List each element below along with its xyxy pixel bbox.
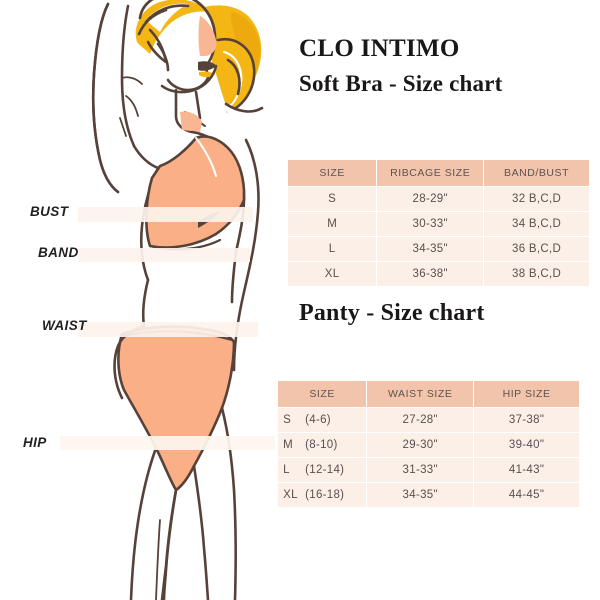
female-figure-illustration [60,0,275,600]
bra-cell-size: S [288,186,378,212]
panty-size-letter: L [283,464,290,476]
panty-size-letter: M [283,439,294,451]
label-bust: BUST [30,204,69,219]
bra-cell-band: 36 B,C,D [483,236,589,262]
bra-cell-size: XL [288,261,378,286]
panty-header-waist: WAIST SIZE [366,381,475,408]
bra-cell-ribcage: 28-29" [376,186,485,212]
panty-size-table: SIZE WAIST SIZE HIP SIZE S (4-6) 27-28" 3… [278,381,579,507]
panty-chart-title: Panty - Size chart [299,300,485,326]
panty-cell-waist: 27-28" [366,407,475,433]
table-row: M 30-33" 34 B,C,D [288,211,589,237]
charts-column: CLO INTIMO Soft Bra - Size chart SIZE RI… [277,0,600,600]
measurement-bands [60,207,275,450]
bra-cell-size: L [288,236,378,262]
bra-header-ribcage: RIBCAGE SIZE [376,160,485,187]
table-header-row: SIZE WAIST SIZE HIP SIZE [278,381,579,408]
panty-cell-hip: 39-40" [473,432,579,458]
bra-header-band: BAND/BUST [483,160,589,187]
panty-size-range: (16-18) [305,489,345,501]
panty-cell-hip: 44-45" [473,482,579,507]
panty-size-letter: XL [283,489,298,501]
label-waist: WAIST [42,318,87,333]
table-header-row: SIZE RIBCAGE SIZE BAND/BUST [288,160,589,187]
panty-size-range: (8-10) [305,439,338,451]
table-row: L (12-14) 31-33" 41-43" [278,457,579,483]
label-band: BAND [38,245,79,260]
bra-cell-band: 32 B,C,D [483,186,589,212]
panty-header-size: SIZE [278,381,368,408]
table-row: S 28-29" 32 B,C,D [288,186,589,212]
panty-cell-hip: 41-43" [473,457,579,483]
panty-cell-size: M (8-10) [278,432,368,458]
panty-header-hip: HIP SIZE [473,381,579,408]
bra-cell-band: 38 B,C,D [483,261,589,286]
bra-cell-size: M [288,211,378,237]
panty-cell-size: L (12-14) [278,457,368,483]
bra-cell-ribcage: 34-35" [376,236,485,262]
bra-cell-band: 34 B,C,D [483,211,589,237]
panty-cell-waist: 31-33" [366,457,475,483]
brand-title: CLO INTIMO [299,35,460,62]
table-row: XL (16-18) 34-35" 44-45" [278,482,579,507]
bra-chart-title: Soft Bra - Size chart [299,71,503,96]
bra-size-table: SIZE RIBCAGE SIZE BAND/BUST S 28-29" 32 … [288,160,589,286]
panty-cell-size: XL (16-18) [278,482,368,507]
panty-size-letter: S [283,414,292,426]
panty-cell-hip: 37-38" [473,407,579,433]
panty-cell-waist: 29-30" [366,432,475,458]
table-row: S (4-6) 27-28" 37-38" [278,407,579,433]
bra-header-size: SIZE [288,160,378,187]
bra-cell-ribcage: 36-38" [376,261,485,286]
panty-size-range: (12-14) [305,464,345,476]
panty-size-range: (4-6) [305,414,331,426]
bra-cell-ribcage: 30-33" [376,211,485,237]
table-row: L 34-35" 36 B,C,D [288,236,589,262]
label-hip: HIP [23,435,47,450]
panty-cell-waist: 34-35" [366,482,475,507]
panty-cell-size: S (4-6) [278,407,368,433]
table-row: M (8-10) 29-30" 39-40" [278,432,579,458]
table-row: XL 36-38" 38 B,C,D [288,261,589,286]
